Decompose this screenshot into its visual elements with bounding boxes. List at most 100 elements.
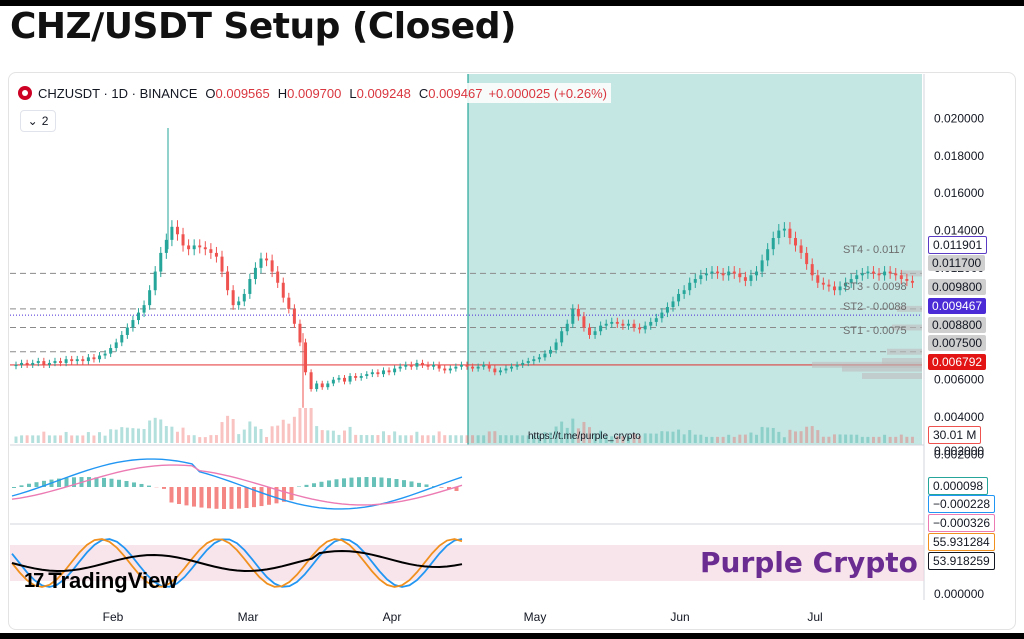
volume-bar (131, 428, 135, 443)
volume-bar (738, 434, 742, 443)
candle-body (498, 370, 502, 373)
chz-logo-icon (18, 86, 32, 100)
symbol-label: CHZUSDT · 1D · BINANCE (38, 85, 198, 101)
volume-bar (31, 435, 35, 443)
macd-hist-bar (192, 487, 196, 507)
volume-bar (170, 426, 174, 443)
candle-body (270, 260, 274, 272)
setup-zone (468, 74, 922, 445)
st4-label: ST4 - 0.0117 (843, 244, 906, 256)
macd-hist-bar (447, 487, 451, 490)
candle-body (398, 366, 402, 369)
candle-body (543, 353, 547, 358)
candle-body (515, 364, 519, 367)
candle-body (910, 280, 914, 283)
st3-label: ST3 - 0.0098 (843, 281, 907, 293)
macd-hist-bar (454, 487, 459, 491)
volume-bar (164, 426, 168, 443)
candle-body (849, 279, 853, 283)
candle-body (237, 301, 241, 306)
candle-body (281, 282, 285, 298)
volume-bar (716, 436, 720, 443)
macd-hist-bar (87, 477, 91, 487)
volume-bar (36, 435, 40, 443)
volume-bar (64, 431, 68, 443)
volume-bar (498, 435, 502, 443)
volume-bar (899, 434, 903, 443)
y-tick-label: 0.016000 (934, 186, 984, 200)
volume-bar (320, 430, 324, 443)
volume-profile-bar (892, 324, 922, 331)
volume-bar (549, 432, 553, 443)
volume-bar (693, 434, 697, 443)
top-border (0, 0, 1024, 6)
candle-body (615, 321, 619, 324)
candle-body (103, 353, 107, 356)
candle-body (381, 370, 385, 375)
rsi-line (11, 549, 463, 572)
candle-body (20, 362, 24, 365)
macd-hist-bar (139, 483, 144, 487)
candle-body (816, 275, 820, 283)
volume-bar (621, 436, 625, 443)
rsi-axis-label: 0.000000 (934, 587, 984, 601)
volume-bar (443, 435, 447, 443)
volume-bar (454, 435, 458, 443)
macd-hist-bar (177, 487, 181, 505)
candle-body (471, 366, 475, 369)
change-value: +0.000025 (+0.26%) (488, 85, 608, 101)
volume-bar (20, 435, 24, 443)
candle-body (432, 364, 436, 367)
price-tag-006792: 0.006792 (928, 354, 987, 370)
candle-body (265, 258, 269, 261)
volume-bar (354, 434, 358, 443)
volume-bar (187, 435, 191, 443)
rsi-band (10, 545, 924, 581)
volume-bar (136, 428, 140, 443)
macd-hist-bar (12, 487, 16, 488)
volume-bar (543, 432, 547, 443)
volume-bar (432, 435, 436, 443)
volume-bar (871, 436, 875, 443)
volume-bar (420, 435, 424, 443)
candle-body (526, 361, 530, 363)
volume-bar (910, 436, 914, 443)
macd-hist-bar (424, 484, 429, 487)
indicator-collapse-button[interactable]: ⌄ 2 (20, 110, 56, 132)
candle-body (554, 342, 558, 350)
volume-bar (844, 434, 848, 443)
macd-hist-bar (274, 487, 279, 504)
volume-bar (298, 408, 302, 443)
volume-bar (587, 427, 591, 443)
candle-body (610, 321, 614, 324)
candle-body (209, 249, 213, 253)
volume-bar (242, 429, 246, 443)
candle-body (838, 286, 842, 291)
macd-hist-bar (94, 477, 99, 487)
volume-bar (832, 434, 836, 443)
volume-bar (304, 408, 308, 443)
volume-profile-bar (882, 358, 922, 365)
volume-bar (771, 427, 775, 443)
volume-bar (309, 408, 313, 443)
volume-bar (343, 430, 347, 443)
candle-body (732, 271, 736, 274)
volume-bar (109, 429, 113, 443)
candle-body (821, 282, 825, 285)
macd-hist-bar (402, 480, 406, 487)
candle-body (420, 362, 424, 365)
telegram-link[interactable]: https://t.me/purple_crypto (528, 431, 641, 442)
candle-body (47, 362, 51, 365)
volume-bar (810, 426, 814, 443)
volume-bar (554, 426, 558, 443)
volume-bar (415, 431, 419, 443)
macd-hist-bar (349, 477, 354, 487)
volume-bar (610, 436, 614, 443)
candle-body (253, 267, 257, 280)
candle-body (292, 308, 296, 324)
volume-bar (682, 434, 686, 443)
candle-body (582, 316, 586, 328)
macd-hist-bar (207, 487, 211, 509)
macd-hist-bar (147, 485, 151, 487)
candle-body (70, 359, 74, 362)
